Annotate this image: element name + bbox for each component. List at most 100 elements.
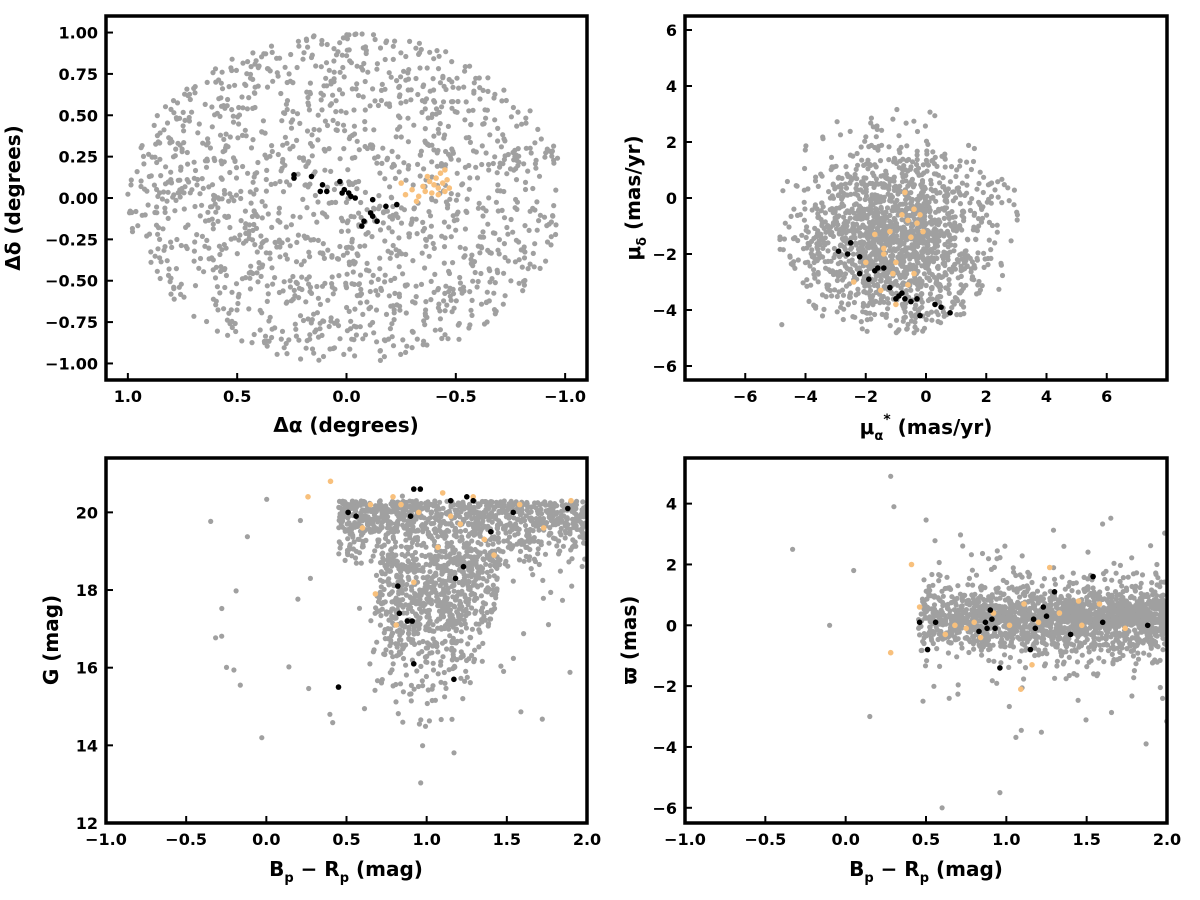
background-point [389, 334, 395, 340]
background-point [250, 50, 256, 56]
background-point [522, 186, 529, 193]
background-point [819, 200, 825, 206]
background-point [426, 718, 432, 724]
background-point [467, 289, 473, 295]
background-point [531, 535, 537, 541]
background-point [379, 504, 385, 510]
background-point [463, 668, 469, 674]
background-point [240, 240, 247, 246]
background-point [392, 290, 398, 296]
background-point [854, 150, 860, 157]
background-point [212, 275, 219, 281]
background-point [277, 55, 283, 61]
background-point [985, 262, 991, 268]
background-point [385, 636, 391, 642]
background-point [382, 279, 388, 285]
background-point [293, 259, 300, 265]
background-point [422, 313, 429, 319]
background-point [474, 175, 481, 181]
background-point [390, 661, 396, 667]
member-point [394, 201, 400, 208]
background-point [225, 144, 231, 150]
background-point [435, 513, 441, 519]
background-point [176, 284, 182, 290]
background-point [142, 212, 148, 218]
background-point [489, 592, 495, 598]
background-point [510, 578, 516, 584]
background-point [994, 222, 1000, 228]
background-point [833, 205, 840, 211]
background-point [542, 154, 548, 160]
background-point [375, 276, 381, 282]
background-point [870, 240, 877, 246]
background-point [362, 78, 368, 85]
background-point [859, 326, 865, 332]
background-point [915, 238, 921, 244]
background-point [215, 205, 221, 211]
background-point [443, 49, 449, 55]
background-point [854, 266, 860, 272]
background-point [518, 709, 524, 715]
background-point [345, 228, 351, 234]
background-point [374, 543, 380, 549]
background-point [394, 653, 400, 659]
background-point [826, 267, 832, 273]
background-point [866, 219, 873, 226]
background-point [922, 186, 928, 192]
background-point [205, 136, 211, 142]
background-point [428, 521, 434, 527]
background-point [837, 243, 844, 249]
background-point [935, 172, 942, 178]
background-point [320, 241, 326, 247]
background-point [247, 275, 253, 281]
background-point [435, 649, 441, 655]
background-point [259, 735, 265, 741]
background-point [888, 219, 894, 225]
background-point [975, 250, 981, 256]
background-point [377, 560, 384, 566]
background-point [456, 336, 462, 342]
background-point [341, 74, 347, 80]
background-point [424, 640, 431, 646]
background-point [407, 38, 413, 45]
background-point [286, 664, 292, 670]
background-point [521, 244, 527, 250]
background-point [404, 503, 410, 509]
background-point [902, 201, 909, 207]
background-point [318, 97, 324, 103]
background-point [291, 287, 297, 293]
background-point [287, 278, 293, 284]
background-point [405, 87, 411, 93]
background-point [942, 222, 948, 228]
background-point [171, 296, 177, 302]
background-point [495, 247, 501, 253]
background-point [417, 590, 423, 596]
background-point [937, 299, 943, 305]
background-point [418, 514, 424, 521]
background-point [268, 181, 274, 187]
background-point [411, 122, 417, 128]
background-point [269, 148, 275, 155]
background-point [546, 532, 552, 538]
background-point [830, 210, 836, 216]
background-point [240, 105, 246, 111]
background-point [842, 235, 849, 241]
background-point [315, 199, 321, 205]
background-point [360, 311, 366, 317]
background-point [152, 209, 158, 216]
background-point [138, 178, 144, 184]
background-point [345, 167, 351, 173]
background-point [495, 535, 501, 541]
background-point [812, 275, 818, 281]
background-point [357, 272, 364, 278]
background-point [884, 205, 891, 211]
background-point [390, 503, 396, 509]
background-point [858, 144, 864, 150]
background-point [356, 210, 362, 216]
background-point [927, 109, 933, 115]
background-point [525, 168, 531, 174]
background-point [204, 156, 210, 162]
background-point [539, 716, 545, 722]
member-point [905, 282, 911, 288]
background-point [195, 176, 201, 183]
